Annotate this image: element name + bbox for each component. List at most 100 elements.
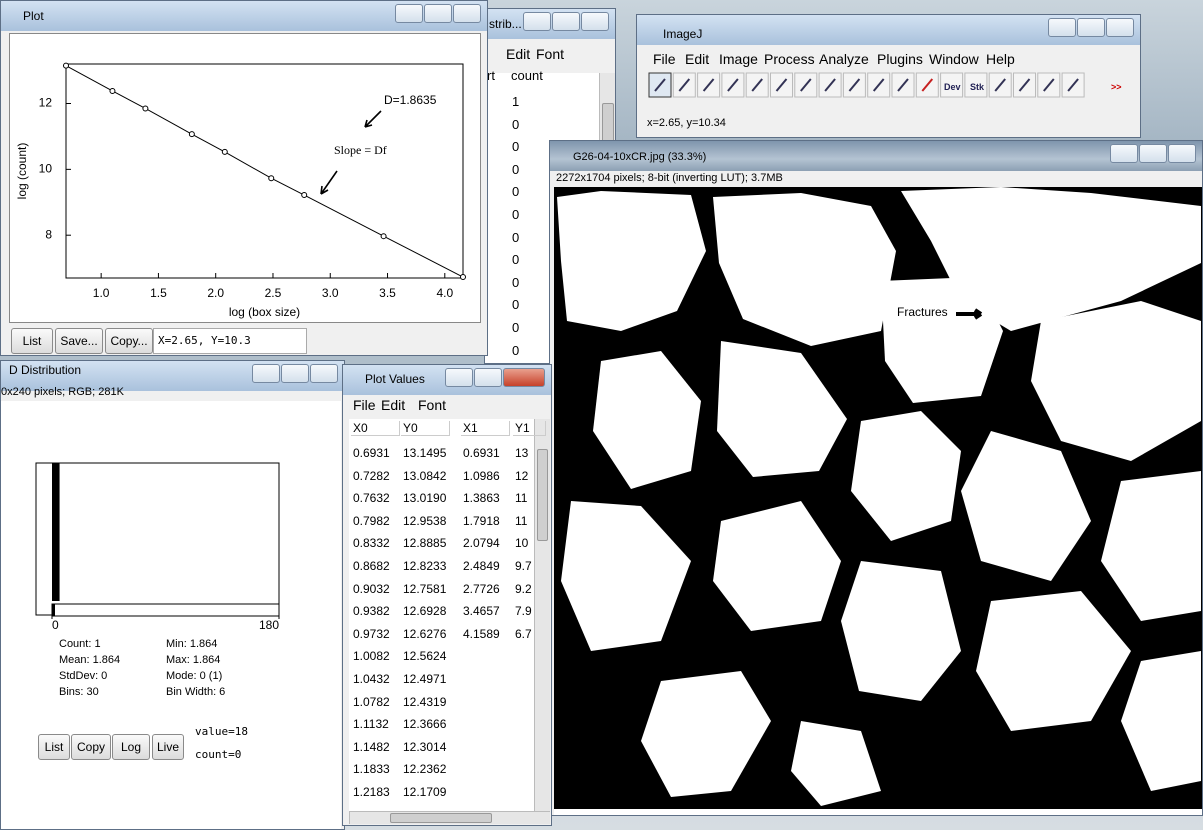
x-axis-label: log (box size) (229, 305, 300, 319)
table-cell: 0.9732 (353, 627, 390, 641)
arrow (321, 171, 337, 194)
annotation: D=1.8635 (384, 93, 437, 107)
menu-item[interactable]: File (353, 398, 376, 412)
menu-item[interactable]: Help (986, 52, 1015, 66)
button[interactable]: List (38, 734, 70, 760)
tool-label[interactable]: >> (1111, 80, 1122, 94)
image-info: 2272x1704 pixels; 8-bit (inverting LUT);… (556, 171, 783, 185)
data-point (302, 193, 307, 198)
value-text: value=18 (195, 725, 248, 739)
table-cell: 7.9 (515, 604, 532, 618)
data-point (189, 132, 194, 137)
x-tick-label: 2.5 (265, 286, 282, 300)
menu-item[interactable]: Analyze (819, 52, 869, 66)
button[interactable]: List (11, 328, 53, 354)
table-cell: 4.1589 (463, 627, 500, 641)
table-cell: 13.1495 (403, 446, 446, 460)
plot-canvas: 1.01.52.02.53.03.54.081012log (box size)… (1, 1, 488, 356)
table-cell: 0.7282 (353, 469, 390, 483)
x-tick-label: 3.0 (322, 286, 339, 300)
lut-bar (52, 604, 279, 616)
table-cell: 6.7 (515, 627, 532, 641)
table-cell: 1.1132 (353, 717, 389, 731)
menu-item[interactable]: Edit (381, 398, 405, 412)
table-cell: 1.1482 (353, 740, 390, 754)
image-annotation: Fractures (897, 305, 948, 319)
tool-label[interactable]: Stk (970, 80, 984, 94)
window-title: strib... (489, 17, 522, 31)
column-header: Y0 (401, 421, 450, 436)
image-info: 0x240 pixels; RGB; 281K (1, 385, 124, 399)
h-scrollbar[interactable] (349, 811, 550, 824)
table-cell: 11 (515, 514, 527, 528)
button[interactable]: Copy... (105, 328, 153, 354)
window-title: ImageJ (663, 27, 702, 41)
table-cell: 12.5624 (403, 649, 446, 663)
x-tick-label: 4.0 (436, 286, 453, 300)
column-header: count (511, 69, 543, 83)
x-tick-label: 1.5 (150, 286, 167, 300)
desktop: strib...EditFontrtcount100000000000 1.01… (0, 0, 1203, 830)
column-header: X1 (461, 421, 510, 436)
table-cell: 0 (512, 208, 519, 222)
button[interactable]: Copy (71, 734, 111, 760)
stat-text: Mean: 1.864 (59, 653, 120, 667)
table-cell: 0.8682 (353, 559, 390, 573)
table-cell: 1.0082 (353, 649, 390, 663)
menu-item[interactable]: Process (764, 52, 815, 66)
data-point (461, 275, 466, 280)
menu-item[interactable]: File (653, 52, 676, 66)
window-controls[interactable] (523, 12, 609, 31)
stat-text: Bin Width: 6 (166, 685, 225, 699)
table-cell: 0.6931 (463, 446, 500, 460)
table-cell: 12.3666 (403, 717, 446, 731)
table-cell: 0.8332 (353, 536, 390, 550)
menu-item[interactable]: Font (536, 47, 564, 61)
status-text: x=2.65, y=10.34 (647, 116, 726, 130)
image-canvas (550, 141, 1203, 816)
table-cell: 12.7581 (403, 582, 446, 596)
data-point (64, 63, 69, 68)
scrollbar[interactable] (534, 419, 550, 811)
y-tick-label: 10 (39, 162, 53, 176)
button[interactable]: Log (112, 734, 150, 760)
table-cell: 0.7982 (353, 514, 390, 528)
menu-item[interactable]: Edit (685, 52, 709, 66)
table-cell: 11 (515, 491, 527, 505)
y-tick-label: 8 (45, 227, 52, 241)
menu-item[interactable]: Plugins (877, 52, 923, 66)
table-cell: 12.6276 (403, 627, 446, 641)
menu-item[interactable]: Window (929, 52, 979, 66)
stat-text: StdDev: 0 (59, 669, 107, 683)
data-point (381, 234, 386, 239)
table-cell: 12.4319 (403, 695, 446, 709)
menu-item[interactable]: Image (719, 52, 758, 66)
x-tick-label: 3.5 (379, 286, 396, 300)
button[interactable]: Live (152, 734, 184, 760)
imagej-window: ImageJ File Edit Image Process Analyze Plugins… (636, 14, 1141, 138)
status-field: X=2.65, Y=10.3 (153, 328, 307, 354)
table-cell: 0 (512, 253, 519, 267)
table-cell: 0 (512, 185, 519, 199)
table-cell: 12 (515, 469, 528, 483)
image-window: G26-04-10xCR.jpg (33.3%)2272x1704 pixels… (549, 140, 1203, 816)
plot-values-window: Plot ValuesFileEditFontX0Y0X1Y10.693113.… (342, 364, 552, 826)
button[interactable]: Save... (55, 328, 103, 354)
menu-item[interactable]: Font (418, 398, 446, 412)
table-cell: 0 (512, 163, 519, 177)
data-point (110, 88, 115, 93)
hist-bar (52, 463, 60, 601)
table-cell: 0 (512, 344, 519, 358)
table-cell: 12.9538 (403, 514, 446, 528)
table-cell: 12.1709 (403, 785, 446, 799)
table-cell: 0.7632 (353, 491, 390, 505)
table-cell: 0.9382 (353, 604, 390, 618)
table-cell: 13.0190 (403, 491, 446, 505)
window-controls[interactable] (445, 368, 545, 387)
tool-label[interactable]: Dev (944, 80, 961, 94)
table-cell: 0 (512, 276, 519, 290)
x-tick-label: 1.0 (93, 286, 110, 300)
table-cell: 12.4971 (403, 672, 446, 686)
menu-item[interactable]: Edit (506, 47, 530, 61)
table-cell: 0 (512, 118, 519, 132)
